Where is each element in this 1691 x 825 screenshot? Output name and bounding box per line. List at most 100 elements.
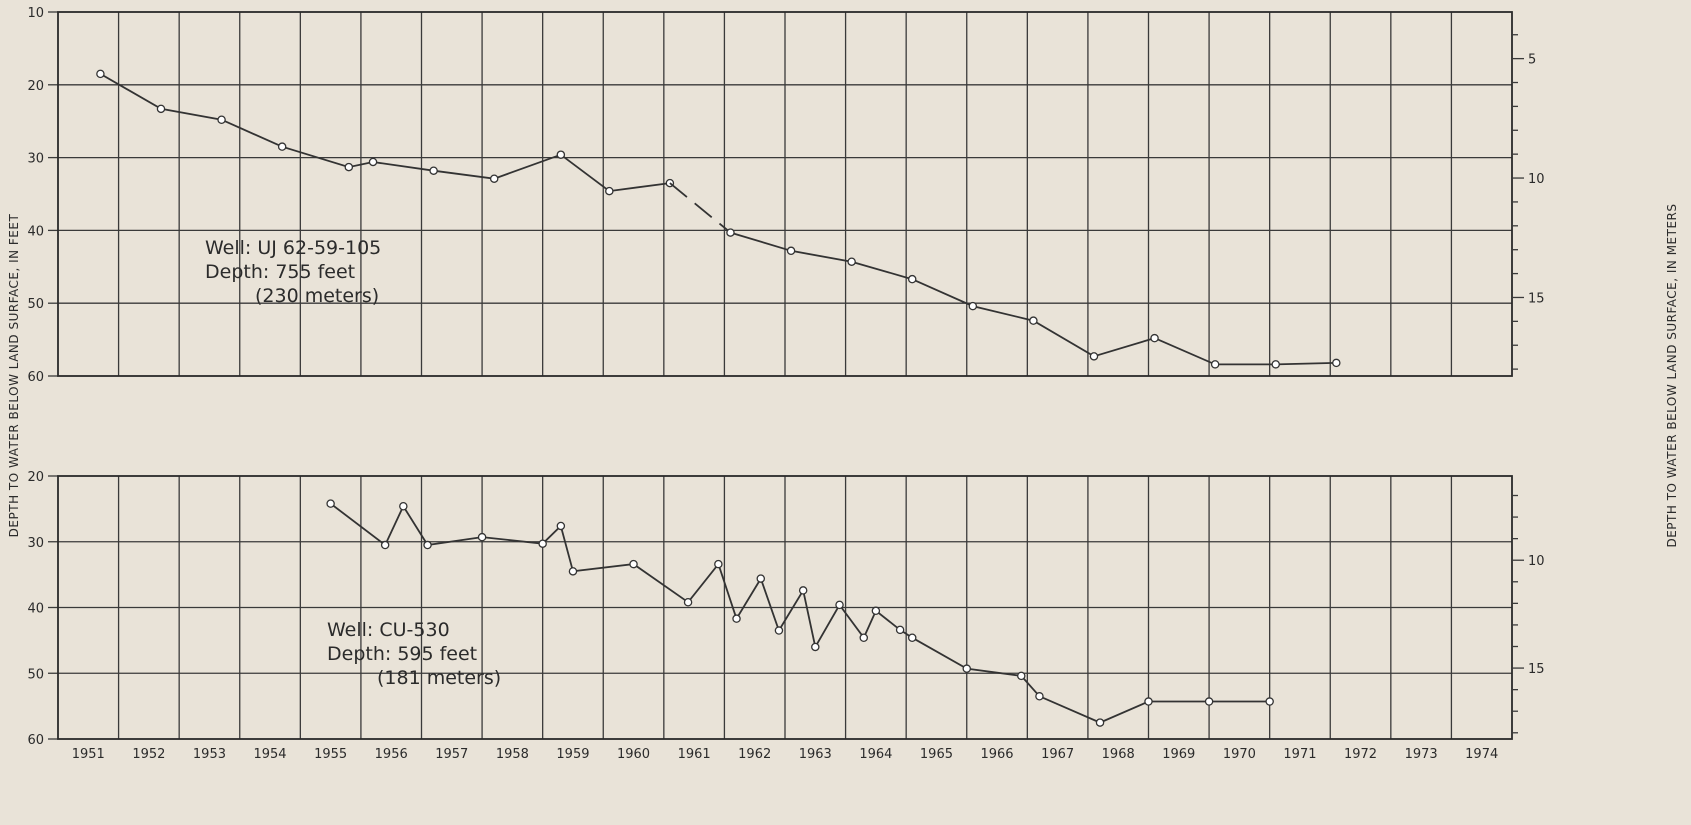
panel2-data-point (423, 540, 432, 550)
panel1-data-point (156, 104, 166, 114)
x-tick-label: 1966 (980, 747, 1013, 762)
x-tick-label: 1964 (859, 747, 892, 762)
panel2-annotation-line: (181 meters) (377, 667, 501, 689)
x-tick-label: 1961 (678, 747, 711, 762)
panel1-data-point (556, 150, 566, 159)
panel2-annotation-line: Well: CU-530 (327, 619, 450, 641)
panel1-data-point (1089, 352, 1099, 361)
panel2-data-point (1204, 697, 1214, 706)
panel2-data-point (962, 664, 972, 673)
panel2-data-point (774, 626, 784, 635)
panel1-data-point (847, 257, 856, 266)
panel1-data-point (968, 301, 978, 311)
x-tick-label: 1955 (314, 747, 347, 762)
panel1-y-tick-label: 20 (27, 79, 44, 94)
panel2-data-point (380, 540, 390, 550)
panel1-y-tick-label: 10 (27, 6, 44, 21)
panel2-right-tick-label: 15 (1528, 662, 1545, 677)
panel1-annotation-line: Depth: 755 feet (205, 261, 355, 283)
panel1-y-tick-label: 40 (27, 224, 44, 239)
panel2-data-point (629, 559, 638, 569)
panel1-data-point (1271, 360, 1280, 369)
panel2-data-point (568, 567, 578, 576)
panel1-data-point (1150, 333, 1159, 343)
x-tick-label: 1963 (799, 747, 832, 762)
panel2-series-1-line (330, 502, 1270, 724)
panel1-data-point (907, 274, 917, 284)
x-tick-label: 1970 (1223, 747, 1256, 762)
x-tick-label: 1958 (496, 747, 529, 762)
right-axis-title: DEPTH TO WATER BELOW LAND SURFACE, IN ME… (1665, 203, 1679, 547)
panel2-data-point (1017, 671, 1026, 681)
x-tick-label: 1973 (1405, 747, 1438, 762)
panel1-series-3-line (730, 231, 1337, 366)
x-tick-label: 1972 (1344, 747, 1377, 762)
panel2-data-point (326, 499, 335, 508)
panel2-data-point (732, 614, 741, 623)
panel2-data-point (756, 574, 766, 583)
panel1-data-point (786, 246, 796, 256)
panel2-data-point (1265, 697, 1274, 706)
panel1-right-tick-label: 5 (1528, 53, 1536, 68)
panel1-data-point (489, 174, 499, 183)
panel2-data-point (907, 633, 917, 642)
panel1-right-tick-label: 15 (1528, 291, 1545, 306)
x-tick-label: 1957 (435, 747, 468, 762)
panel1-data-point (1332, 358, 1341, 368)
panel1-data-point (96, 69, 105, 79)
panel1-data-point (344, 162, 354, 172)
left-axis-title: DEPTH TO WATER BELOW LAND SURFACE, IN FE… (7, 214, 21, 538)
x-tick-label: 1951 (72, 747, 105, 762)
x-tick-label: 1953 (193, 747, 226, 762)
panel2-y-tick-label: 50 (27, 667, 44, 682)
panel2-y-tick-label: 60 (27, 733, 44, 748)
panel1-data-point (368, 157, 378, 167)
panel1-annotation-line: (230 meters) (255, 285, 379, 307)
panel2-data-point (835, 600, 844, 610)
panel1-data-point (1029, 316, 1038, 325)
panel2-y-tick-label: 30 (27, 536, 44, 551)
panel2-data-point (871, 606, 881, 616)
panel2-data-point (399, 501, 408, 511)
panel1-data-point (217, 115, 226, 124)
panel1-y-tick-label: 50 (27, 297, 44, 312)
x-tick-label: 1968 (1102, 747, 1135, 762)
x-tick-label: 1962 (738, 747, 771, 762)
panel2-data-point (811, 642, 820, 652)
panel2-data-point (1144, 697, 1153, 706)
panel2-data-point (683, 597, 693, 607)
panel2-data-point (798, 586, 808, 595)
panel1-annotation-line: Well: UJ 62-59-105 (205, 237, 381, 259)
panel2-data-point (1095, 718, 1105, 727)
x-tick-label: 1952 (132, 747, 165, 762)
panel2-right-tick-label: 10 (1528, 554, 1545, 569)
panel1-series-1-line (99, 73, 671, 193)
panel1-y-tick-label: 60 (27, 370, 44, 385)
x-tick-label: 1954 (253, 747, 286, 762)
x-tick-label: 1969 (1162, 747, 1195, 762)
panel2-data-point (859, 633, 869, 642)
x-tick-label: 1974 (1465, 747, 1498, 762)
panel2-plot-frame (57, 475, 1513, 740)
panel2-data-point (1035, 692, 1044, 701)
panel1-right-tick-label: 10 (1528, 172, 1545, 187)
panel2-data-point (714, 559, 723, 569)
x-tick-label: 1971 (1283, 747, 1316, 762)
panel2-data-point (556, 521, 566, 531)
panel2-annotation-line: Depth: 595 feet (327, 643, 477, 665)
panel1-data-point (605, 186, 614, 196)
panel1-plot-frame (57, 11, 1513, 377)
x-tick-label: 1967 (1041, 747, 1074, 762)
panel1-data-point (429, 166, 438, 175)
panel2-data-point (477, 532, 487, 542)
x-tick-label: 1959 (556, 747, 589, 762)
x-tick-label: 1965 (920, 747, 953, 762)
panel2-y-tick-label: 20 (27, 470, 44, 485)
x-tick-label: 1956 (375, 747, 408, 762)
panel1-data-point (1210, 360, 1220, 369)
panel2-y-tick-label: 40 (27, 602, 44, 617)
panel1-data-point (726, 228, 735, 237)
panel1-y-tick-label: 30 (27, 152, 44, 167)
